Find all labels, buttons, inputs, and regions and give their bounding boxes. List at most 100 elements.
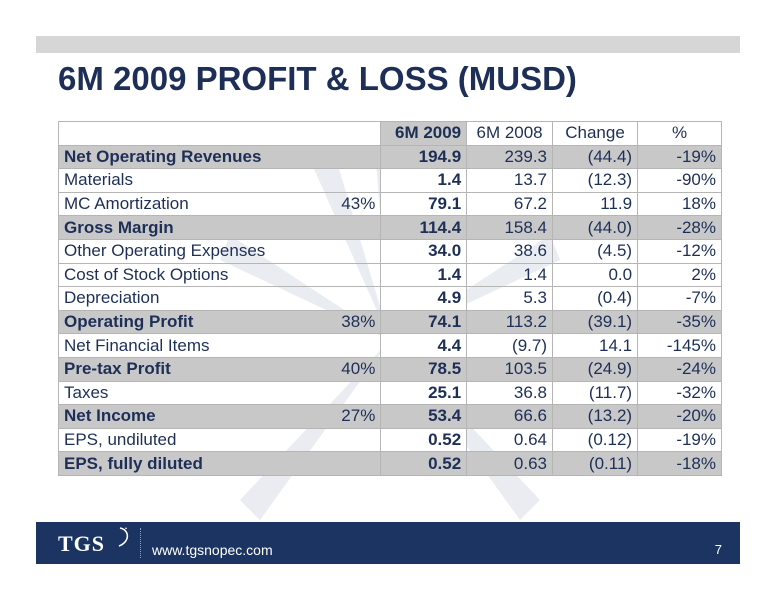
row-label: EPS, fully diluted xyxy=(58,451,323,476)
row-percent: -18% xyxy=(637,451,722,476)
row-percent: -19% xyxy=(637,144,722,170)
row-percent: 18% xyxy=(637,191,722,217)
row-6m-2008: 66.6 xyxy=(466,404,553,429)
table-row: Taxes 25.1 36.8 (11.7) -32% xyxy=(58,380,722,406)
row-change: (4.5) xyxy=(551,238,639,264)
website-link[interactable]: www.tgsnopec.com xyxy=(152,542,273,558)
row-6m-2008: 158.4 xyxy=(466,215,553,240)
header-6m-2008: 6M 2008 xyxy=(466,121,553,146)
row-label: MC Amortization xyxy=(58,191,323,217)
row-percent: -90% xyxy=(637,168,722,193)
row-margin xyxy=(322,427,382,453)
row-margin xyxy=(322,215,382,240)
table-row: Operating Profit 38% 74.1 113.2 (39.1) -35% xyxy=(58,309,722,335)
row-6m-2008: 239.3 xyxy=(466,144,553,170)
row-percent: -19% xyxy=(637,427,722,453)
row-change: 0.0 xyxy=(551,262,639,288)
row-percent: -28% xyxy=(637,215,722,240)
table-row: Materials 1.4 13.7 (12.3) -90% xyxy=(58,168,722,193)
row-label: Pre-tax Profit xyxy=(58,356,323,382)
row-percent: -24% xyxy=(637,356,722,382)
row-margin xyxy=(322,168,382,193)
row-label: Net Financial Items xyxy=(58,333,323,358)
row-6m-2008: (9.7) xyxy=(466,333,553,358)
row-6m-2009: 0.52 xyxy=(380,451,468,476)
row-6m-2008: 36.8 xyxy=(466,380,553,406)
table-row: EPS, undiluted 0.52 0.64 (0.12) -19% xyxy=(58,427,722,453)
row-percent: -12% xyxy=(637,238,722,264)
table-row: Other Operating Expenses 34.0 38.6 (4.5) -12… xyxy=(58,238,722,264)
row-6m-2009: 4.9 xyxy=(380,286,468,311)
row-margin xyxy=(322,451,382,476)
row-percent: -35% xyxy=(637,309,722,335)
tgs-logo: TGS xyxy=(58,531,106,556)
table-row: Pre-tax Profit 40% 78.5 103.5 (24.9) -24% xyxy=(58,356,722,382)
table-row: MC Amortization 43% 79.1 67.2 11.9 18% xyxy=(58,191,722,217)
header-change: Change xyxy=(551,121,639,146)
table-row: EPS, fully diluted 0.52 0.63 (0.11) -18% xyxy=(58,451,722,476)
profit-loss-table: 6M 2009 6M 2008 Change % Net Operating R… xyxy=(58,121,722,476)
slide-title: 6M 2009 PROFIT & LOSS (MUSD) xyxy=(58,60,577,97)
header-percent: % xyxy=(637,121,722,146)
header-label xyxy=(58,121,323,146)
row-6m-2008: 13.7 xyxy=(466,168,553,193)
row-percent: -7% xyxy=(637,286,722,311)
row-label: EPS, undiluted xyxy=(58,427,323,453)
row-change: (12.3) xyxy=(551,168,639,193)
footer-divider xyxy=(140,528,141,558)
table-row: Gross Margin 114.4 158.4 (44.0) -28% xyxy=(58,215,722,240)
row-6m-2009: 1.4 xyxy=(380,262,468,288)
row-margin: 27% xyxy=(322,404,382,429)
row-margin: 40% xyxy=(322,356,382,382)
row-6m-2009: 74.1 xyxy=(380,309,468,335)
row-label: Operating Profit xyxy=(58,309,323,335)
row-margin: 38% xyxy=(322,309,382,335)
logo-swirl-icon xyxy=(118,527,129,547)
row-6m-2009: 0.52 xyxy=(380,427,468,453)
row-6m-2008: 5.3 xyxy=(466,286,553,311)
row-change: 11.9 xyxy=(551,191,639,217)
row-6m-2009: 78.5 xyxy=(380,356,468,382)
row-6m-2009: 194.9 xyxy=(380,144,468,170)
row-6m-2008: 1.4 xyxy=(466,262,553,288)
table-row: Net Operating Revenues 194.9 239.3 (44.4) -1… xyxy=(58,144,722,170)
table-header-row: 6M 2009 6M 2008 Change % xyxy=(58,121,722,146)
row-margin: 43% xyxy=(322,191,382,217)
header-6m-2009: 6M 2009 xyxy=(380,121,468,146)
header-margin xyxy=(322,121,382,146)
row-6m-2009: 1.4 xyxy=(380,168,468,193)
table-row: Net Financial Items 4.4 (9.7) 14.1 -145% xyxy=(58,333,722,358)
row-change: (0.12) xyxy=(551,427,639,453)
row-change: (39.1) xyxy=(551,309,639,335)
row-margin xyxy=(322,286,382,311)
row-label: Depreciation xyxy=(58,286,323,311)
row-label: Materials xyxy=(58,168,323,193)
row-change: (11.7) xyxy=(551,380,639,406)
row-percent: 2% xyxy=(637,262,722,288)
row-6m-2009: 25.1 xyxy=(380,380,468,406)
row-percent: -20% xyxy=(637,404,722,429)
row-6m-2008: 103.5 xyxy=(466,356,553,382)
row-6m-2009: 34.0 xyxy=(380,238,468,264)
page-number: 7 xyxy=(714,542,722,557)
row-label: Net Operating Revenues xyxy=(58,144,323,170)
row-change: (44.0) xyxy=(551,215,639,240)
row-margin xyxy=(322,333,382,358)
table-row: Cost of Stock Options 1.4 1.4 0.0 2% xyxy=(58,262,722,288)
row-label: Other Operating Expenses xyxy=(58,238,323,264)
row-margin xyxy=(322,238,382,264)
row-percent: -32% xyxy=(637,380,722,406)
row-change: (0.11) xyxy=(551,451,639,476)
row-margin xyxy=(322,144,382,170)
row-6m-2009: 53.4 xyxy=(380,404,468,429)
footer-bar: TGS www.tgsnopec.com 7 xyxy=(36,522,740,564)
row-label: Taxes xyxy=(58,380,323,406)
row-change: (0.4) xyxy=(551,286,639,311)
row-margin xyxy=(322,262,382,288)
row-change: (24.9) xyxy=(551,356,639,382)
row-6m-2009: 4.4 xyxy=(380,333,468,358)
top-bar xyxy=(36,36,740,53)
row-6m-2009: 79.1 xyxy=(380,191,468,217)
row-label: Gross Margin xyxy=(58,215,323,240)
row-change: 14.1 xyxy=(551,333,639,358)
